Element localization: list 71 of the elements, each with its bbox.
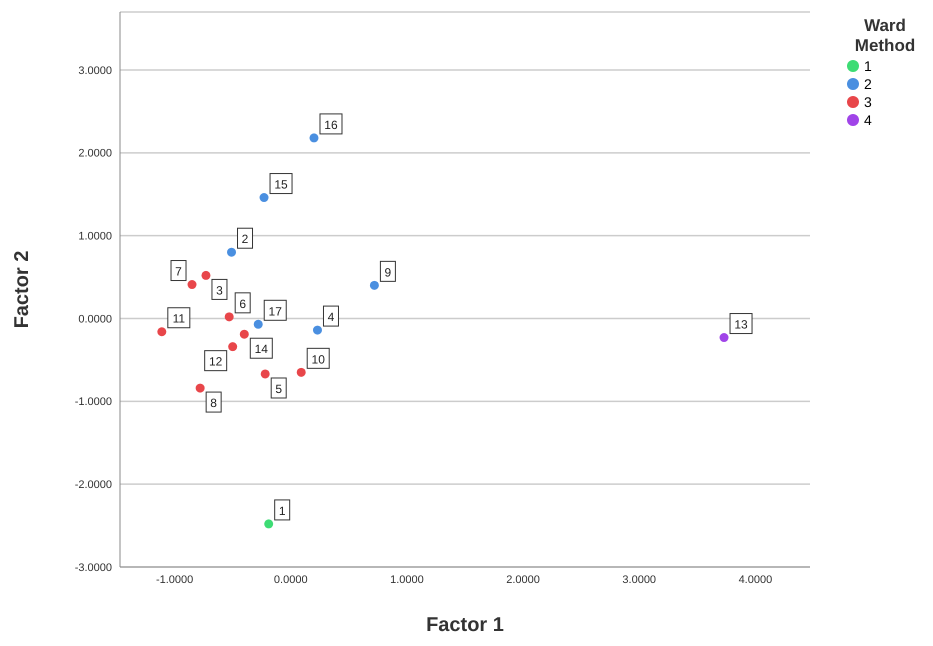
annotation: 17 <box>268 304 282 318</box>
point <box>309 133 318 142</box>
y-tick-label: 0.0000 <box>78 313 112 326</box>
case-number-box: 1 <box>274 499 290 520</box>
annotation: 14 <box>254 342 268 356</box>
case-number-box: 8 <box>206 392 222 413</box>
case-number-box: 16 <box>320 113 342 134</box>
annotation: 10 <box>312 352 326 366</box>
case-number-box: 6 <box>234 292 251 314</box>
case-number-box: 14 <box>250 338 273 359</box>
annotation: 8 <box>210 396 218 410</box>
annotation: 9 <box>384 265 392 280</box>
point <box>720 333 729 342</box>
y-tick-label: 2.0000 <box>78 148 112 160</box>
point <box>260 193 269 202</box>
y-tick-label: -3.0000 <box>74 562 112 574</box>
x-tick-label: 3.0000 <box>622 574 656 586</box>
legend-label: 3 <box>864 94 872 110</box>
legend-title: Ward Method <box>854 16 916 56</box>
x-tick-label: 2.0000 <box>506 574 540 586</box>
x-tick-label: -1.0000 <box>156 574 194 586</box>
y-tick-label: 3.0000 <box>78 64 112 77</box>
case-number-box: 9 <box>380 260 396 282</box>
case-number-box: 7 <box>170 260 187 282</box>
annotation: 13 <box>734 318 748 332</box>
point <box>254 320 263 329</box>
legend-label: 1 <box>864 58 872 74</box>
y-axis-title: Factor 2 <box>11 250 34 328</box>
point <box>370 280 379 290</box>
annotation: 2 <box>242 232 249 246</box>
annotation: 6 <box>239 296 246 311</box>
point <box>224 312 234 322</box>
annotation: 11 <box>172 312 186 326</box>
x-axis-title: Factor 1 <box>426 614 504 636</box>
case-number-box: 12 <box>204 350 228 372</box>
annotation: 4 <box>328 310 335 324</box>
annotation: 12 <box>208 354 223 369</box>
point <box>264 519 274 528</box>
point <box>312 326 322 335</box>
x-tick-label: 0.0000 <box>274 574 308 586</box>
annotation: 7 <box>175 264 182 279</box>
point <box>240 330 249 339</box>
point <box>157 327 166 336</box>
y-tick-label: 1.0000 <box>78 230 112 243</box>
legend-label: 4 <box>864 112 872 128</box>
legend-label: 2 <box>864 76 872 92</box>
case-number-box: 13 <box>730 313 753 334</box>
case-number-box: 4 <box>322 306 339 327</box>
point <box>260 369 270 378</box>
point <box>296 368 306 377</box>
annotation: 1 <box>278 504 286 518</box>
point <box>201 270 210 280</box>
case-number-box: 10 <box>306 348 330 369</box>
case-number-box: 11 <box>167 307 190 328</box>
case-number-box: 3 <box>211 278 228 300</box>
point <box>196 384 205 393</box>
case-number-box: 15 <box>270 173 293 194</box>
point <box>228 342 238 352</box>
annotation: 16 <box>324 118 338 132</box>
case-number-box: 17 <box>264 300 287 321</box>
annotation: 15 <box>274 178 288 192</box>
case-number-box: 5 <box>270 378 287 398</box>
y-tick-label: -2.0000 <box>74 479 112 492</box>
annotation: 5 <box>275 382 282 396</box>
x-tick-label: 1.0000 <box>390 574 424 586</box>
y-tick-label: -1.0000 <box>74 396 112 408</box>
x-tick-label: 4.0000 <box>738 574 772 586</box>
point <box>188 280 197 290</box>
point <box>227 248 236 257</box>
annotation: 3 <box>216 283 224 298</box>
case-number-box: 2 <box>237 228 254 249</box>
